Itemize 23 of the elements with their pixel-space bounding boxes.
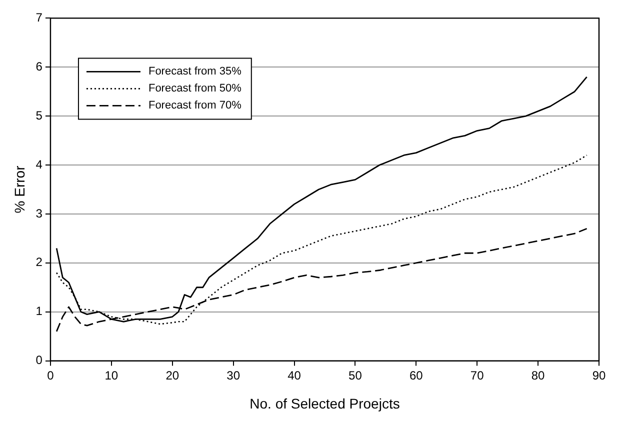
y-axis-title: % Error — [11, 165, 28, 214]
x-tick-label: 30 — [226, 368, 240, 382]
y-tick-label: 0 — [36, 353, 43, 368]
x-tick-label: 70 — [470, 368, 484, 382]
x-tick-label: 0 — [47, 368, 54, 382]
y-tick-label: 1 — [36, 304, 43, 318]
legend-label: Forecast from 35% — [148, 66, 242, 78]
x-tick-label: 60 — [409, 368, 424, 382]
y-tick-label: 6 — [36, 59, 43, 74]
x-tick-label: 40 — [288, 368, 302, 382]
x-tick-label: 10 — [104, 368, 118, 382]
x-tick-label: 20 — [166, 368, 180, 382]
y-tick-label: 7 — [36, 10, 43, 25]
legend-label: Forecast from 70% — [148, 100, 242, 112]
y-tick-label: 5 — [36, 108, 43, 122]
x-tick-label: 50 — [348, 368, 362, 382]
y-tick-label: 4 — [36, 157, 43, 172]
x-tick-label: 90 — [592, 368, 606, 382]
y-tick-label: 3 — [36, 206, 43, 220]
legend-label: Forecast from 50% — [148, 82, 242, 95]
y-tick-label: 2 — [36, 255, 43, 270]
x-tick-label: 80 — [531, 368, 546, 382]
x-axis-title: No. of Selected Proejcts — [250, 395, 400, 412]
